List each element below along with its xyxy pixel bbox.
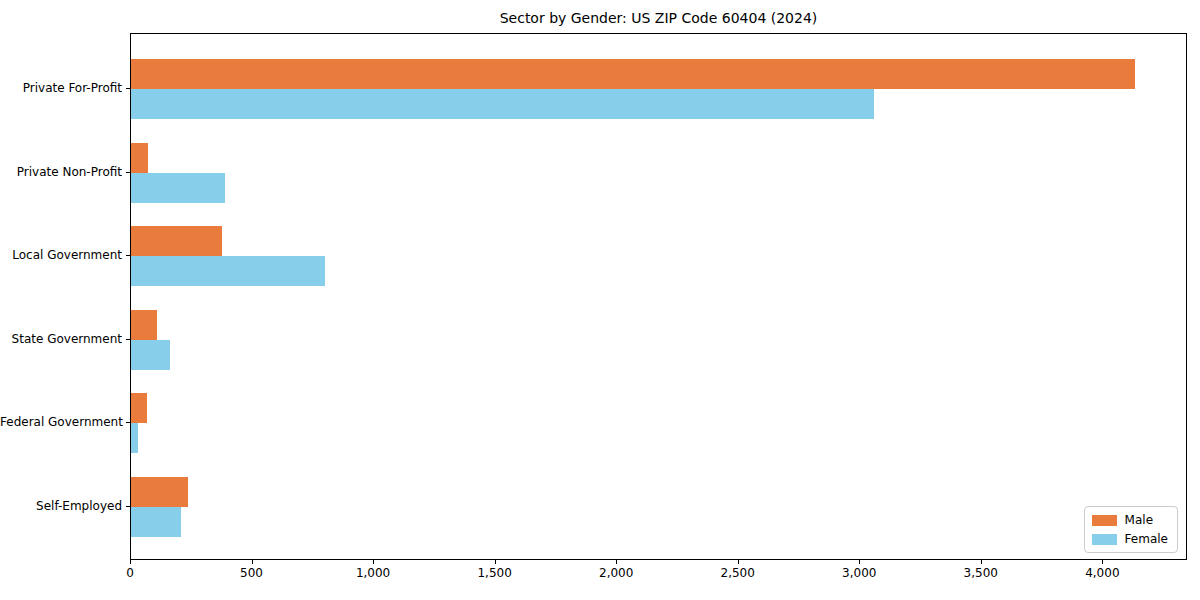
x-tick-3500 bbox=[981, 560, 982, 564]
bar-male-self-employed bbox=[131, 477, 188, 507]
y-axis-label-state-government: State Government bbox=[0, 332, 122, 346]
chart-title: Sector by Gender: US ZIP Code 60404 (202… bbox=[130, 9, 1187, 27]
x-tick-1500 bbox=[495, 560, 496, 564]
bar-male-federal-government bbox=[131, 393, 147, 423]
legend: Male Female bbox=[1084, 506, 1178, 553]
legend-item-female: Female bbox=[1092, 532, 1168, 546]
y-axis-label-private-for-profit: Private For-Profit bbox=[0, 81, 122, 95]
x-tick-label-1000: 1,000 bbox=[356, 566, 390, 580]
bar-male-state-government bbox=[131, 310, 157, 340]
y-axis-label-self-employed: Self-Employed bbox=[0, 499, 122, 513]
bar-male-private-non-profit bbox=[131, 143, 148, 173]
bar-female-private-non-profit bbox=[131, 173, 225, 203]
y-tick-local-government bbox=[126, 255, 130, 256]
x-tick-label-0: 0 bbox=[126, 566, 134, 580]
bar-female-local-government bbox=[131, 256, 325, 286]
y-axis-label-private-non-profit: Private Non-Profit bbox=[0, 165, 122, 179]
legend-item-male: Male bbox=[1092, 513, 1168, 527]
x-tick-label-3500: 3,500 bbox=[964, 566, 998, 580]
y-tick-state-government bbox=[126, 339, 130, 340]
y-tick-self-employed bbox=[126, 506, 130, 507]
y-tick-federal-government bbox=[126, 422, 130, 423]
legend-label-male: Male bbox=[1125, 513, 1153, 527]
x-tick-label-4000: 4,000 bbox=[1085, 566, 1119, 580]
y-axis-label-local-government: Local Government bbox=[0, 248, 122, 262]
x-tick-label-1500: 1,500 bbox=[477, 566, 511, 580]
x-tick-label-2500: 2,500 bbox=[721, 566, 755, 580]
x-tick-1000 bbox=[373, 560, 374, 564]
x-tick-4000 bbox=[1102, 560, 1103, 564]
chart-figure: Sector by Gender: US ZIP Code 60404 (202… bbox=[0, 0, 1200, 600]
y-axis-label-federal-government: Federal Government bbox=[0, 415, 122, 429]
bar-female-federal-government bbox=[131, 423, 138, 453]
bar-male-local-government bbox=[131, 226, 222, 256]
bar-male-private-for-profit bbox=[131, 59, 1135, 89]
x-tick-label-2000: 2,000 bbox=[599, 566, 633, 580]
bar-female-self-employed bbox=[131, 507, 181, 537]
x-tick-500 bbox=[252, 560, 253, 564]
x-tick-2000 bbox=[616, 560, 617, 564]
female-series-swatch bbox=[1092, 534, 1117, 545]
x-tick-3000 bbox=[859, 560, 860, 564]
bar-female-state-government bbox=[131, 340, 170, 370]
x-tick-label-500: 500 bbox=[240, 566, 263, 580]
legend-label-female: Female bbox=[1125, 532, 1168, 546]
y-tick-private-for-profit bbox=[126, 88, 130, 89]
bar-female-private-for-profit bbox=[131, 89, 874, 119]
male-series-swatch bbox=[1092, 515, 1117, 526]
x-tick-0 bbox=[130, 560, 131, 564]
x-tick-2500 bbox=[738, 560, 739, 564]
y-tick-private-non-profit bbox=[126, 172, 130, 173]
plot-area bbox=[130, 33, 1187, 560]
x-tick-label-3000: 3,000 bbox=[842, 566, 876, 580]
